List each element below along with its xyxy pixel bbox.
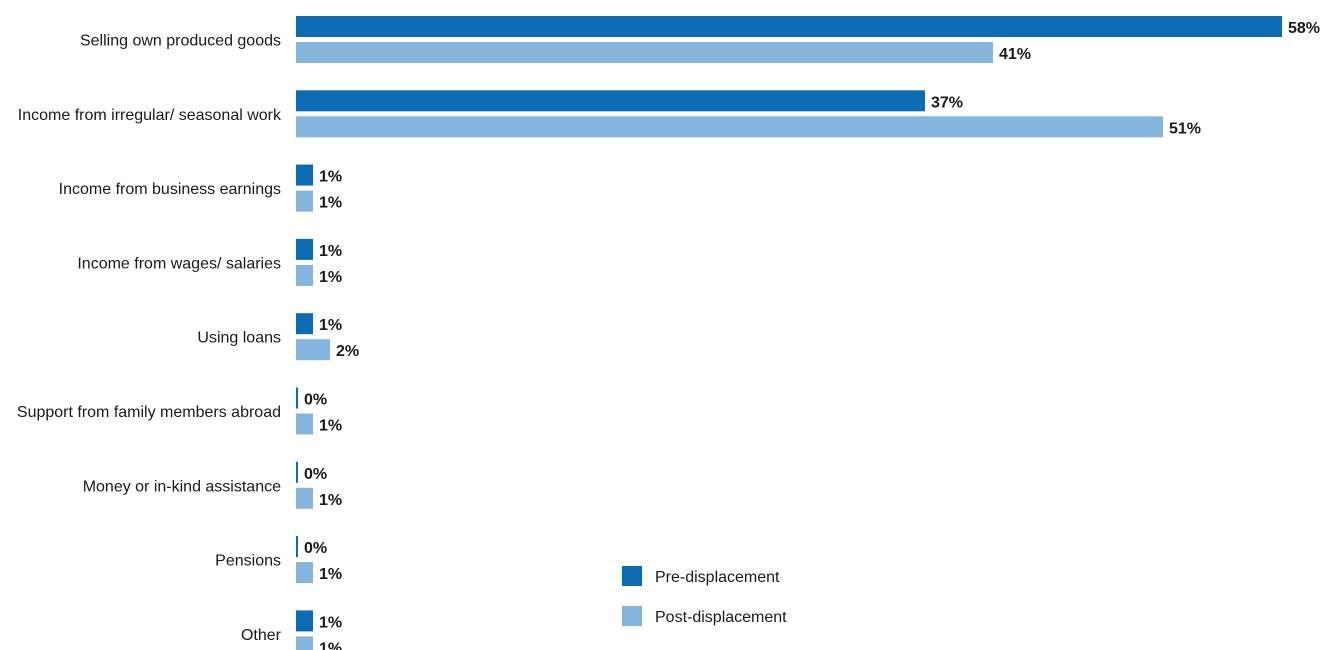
bar-post-displacement-pensions <box>296 562 313 584</box>
value-label-pre-displacement-income-from-irregular-seasonal-work: 37% <box>931 94 963 111</box>
category-label-income-from-irregular-seasonal-work: Income from irregular/ seasonal work <box>18 107 282 124</box>
bar-post-displacement-selling-own-produced-goods <box>296 42 993 63</box>
bar-post-displacement-income-from-wages-salaries <box>296 264 313 286</box>
category-label-other: Other <box>241 627 282 644</box>
bar-pre-displacement-support-from-family-members-abroad <box>296 387 298 409</box>
value-label-pre-displacement-support-from-family-members-abroad: 0% <box>304 392 327 409</box>
legend-swatch-pre-displacement <box>622 566 642 586</box>
value-label-pre-displacement-other: 1% <box>319 614 342 631</box>
value-label-pre-displacement-income-from-business-earnings: 1% <box>319 169 342 186</box>
value-label-post-displacement-income-from-irregular-seasonal-work: 51% <box>1169 120 1201 137</box>
value-label-post-displacement-other: 1% <box>319 640 342 650</box>
category-label-selling-own-produced-goods: Selling own produced goods <box>80 33 281 50</box>
bar-post-displacement-income-from-irregular-seasonal-work <box>296 116 1163 138</box>
value-label-pre-displacement-using-loans: 1% <box>319 317 342 334</box>
bar-pre-displacement-money-or-in-kind-assistance <box>296 461 298 483</box>
bar-post-displacement-support-from-family-members-abroad <box>296 413 313 435</box>
bar-pre-displacement-selling-own-produced-goods <box>296 16 1282 37</box>
category-label-money-or-in-kind-assistance: Money or in-kind assistance <box>83 478 281 495</box>
bar-pre-displacement-income-from-business-earnings <box>296 164 313 186</box>
category-labels: Selling own produced goods Income from ir… <box>17 33 282 644</box>
value-label-post-displacement-selling-own-produced-goods: 41% <box>999 46 1031 63</box>
value-label-post-displacement-pensions: 1% <box>319 566 342 583</box>
legend-label-post-displacement: Post-displacement <box>655 609 787 626</box>
value-label-post-displacement-money-or-in-kind-assistance: 1% <box>319 492 342 509</box>
legend-swatch-post-displacement <box>622 606 642 626</box>
category-label-pensions: Pensions <box>215 553 281 570</box>
bars <box>296 16 1282 650</box>
bar-pre-displacement-pensions <box>296 536 298 558</box>
category-label-support-from-family-members-abroad: Support from family members abroad <box>17 404 281 421</box>
bar-post-displacement-other <box>296 636 313 650</box>
bar-post-displacement-income-from-business-earnings <box>296 190 313 212</box>
category-label-income-from-business-earnings: Income from business earnings <box>59 181 281 198</box>
bar-pre-displacement-using-loans <box>296 313 313 335</box>
value-label-post-displacement-income-from-business-earnings: 1% <box>319 195 342 212</box>
bar-pre-displacement-income-from-wages-salaries <box>296 238 313 260</box>
value-label-pre-displacement-selling-own-produced-goods: 58% <box>1288 20 1320 37</box>
value-label-pre-displacement-money-or-in-kind-assistance: 0% <box>304 466 327 483</box>
value-label-pre-displacement-pensions: 0% <box>304 540 327 557</box>
bar-post-displacement-money-or-in-kind-assistance <box>296 487 313 509</box>
value-label-post-displacement-income-from-wages-salaries: 1% <box>319 269 342 286</box>
value-labels: 58% 41% 37% 51% 1% 1% 1% 1% 1% 2% 0% 1% 0% 1% 0% 1% 1% 1% <box>304 20 1320 650</box>
category-label-using-loans: Using loans <box>197 330 281 347</box>
legend: Pre-displacement Post-displacement <box>622 566 787 626</box>
value-label-post-displacement-using-loans: 2% <box>336 343 359 360</box>
value-label-pre-displacement-income-from-wages-salaries: 1% <box>319 243 342 260</box>
category-label-income-from-wages-salaries: Income from wages/ salaries <box>77 255 281 272</box>
bar-post-displacement-using-loans <box>296 339 330 361</box>
legend-label-pre-displacement: Pre-displacement <box>655 569 780 586</box>
bar-pre-displacement-other <box>296 610 313 632</box>
value-label-post-displacement-support-from-family-members-abroad: 1% <box>319 418 342 435</box>
bar-pre-displacement-income-from-irregular-seasonal-work <box>296 90 925 112</box>
